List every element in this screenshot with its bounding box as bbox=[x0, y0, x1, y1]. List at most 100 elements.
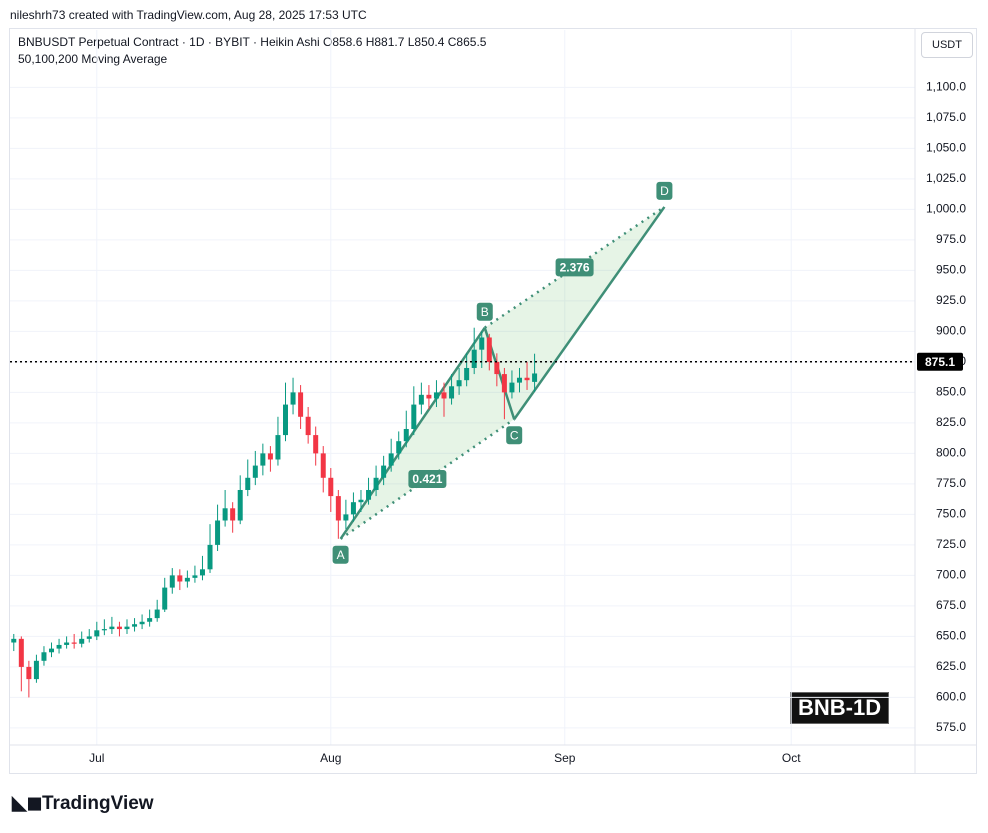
candle-body bbox=[494, 361, 500, 375]
candle-body bbox=[11, 638, 17, 643]
candle-body bbox=[328, 477, 334, 497]
candle-body bbox=[230, 508, 236, 521]
candle-body bbox=[313, 435, 319, 454]
candle-body bbox=[411, 404, 417, 429]
candle-body bbox=[388, 453, 394, 466]
candle-body bbox=[426, 394, 432, 399]
last-price-label: 875.1 bbox=[925, 355, 955, 369]
candle-body bbox=[290, 392, 296, 405]
candle-body bbox=[94, 630, 100, 637]
candle-body bbox=[524, 377, 530, 381]
candle-body bbox=[56, 644, 62, 649]
chart-frame bbox=[9, 28, 977, 774]
x-tick-label: Oct bbox=[782, 751, 801, 765]
y-tick-label: 700.0 bbox=[936, 568, 966, 582]
point-box bbox=[332, 545, 349, 564]
candle-body bbox=[184, 577, 190, 582]
pattern-leg bbox=[513, 206, 666, 420]
candle-body bbox=[139, 621, 145, 625]
point-box bbox=[656, 181, 673, 200]
symbol-line: BNBUSDT Perpetual Contract · 1D · BYBIT … bbox=[18, 35, 487, 49]
candle-body bbox=[215, 520, 221, 545]
brand: ◣◼TradingView bbox=[12, 792, 154, 815]
y-tick-label: 975.0 bbox=[936, 232, 966, 246]
y-tick-label: 800.0 bbox=[936, 446, 966, 460]
candles bbox=[11, 327, 538, 698]
candle-body bbox=[79, 638, 85, 644]
candle-body bbox=[283, 404, 289, 436]
candle-body bbox=[199, 569, 205, 576]
y-tick-label: 925.0 bbox=[936, 293, 966, 307]
candle-body bbox=[154, 609, 160, 619]
candle-body bbox=[18, 638, 24, 667]
candle-body bbox=[260, 453, 266, 466]
candle-body bbox=[486, 337, 492, 362]
credit: nileshrh73 created with TradingView.com,… bbox=[10, 8, 367, 22]
candle-body bbox=[403, 428, 409, 442]
pattern: 0.421 2.376 A B C D bbox=[332, 181, 673, 564]
candle-body bbox=[532, 373, 538, 382]
chart: 575.0 600.0 625.0 650.0 675.0 700.0 725.0 750.0… bbox=[9, 28, 977, 774]
candle-body bbox=[396, 441, 402, 454]
y-tick-label: 900.0 bbox=[936, 324, 966, 338]
y-tick-label: 1,075.0 bbox=[926, 110, 966, 124]
candle-body bbox=[456, 380, 462, 387]
logo: ◣◼ bbox=[12, 793, 43, 814]
candle-body bbox=[366, 489, 372, 500]
candle-body bbox=[381, 465, 387, 478]
candle-body bbox=[373, 477, 379, 490]
candle-body bbox=[441, 392, 447, 399]
y-tick-label: 750.0 bbox=[936, 507, 966, 521]
candle-body bbox=[132, 624, 138, 627]
candle-body bbox=[49, 648, 55, 653]
candle-body bbox=[516, 377, 522, 383]
pattern-leg bbox=[339, 327, 486, 540]
x-tick-label: Aug bbox=[320, 751, 341, 765]
point-label: D bbox=[660, 184, 669, 198]
candle-body bbox=[116, 626, 122, 630]
candle-body bbox=[147, 618, 153, 622]
candle-body bbox=[162, 587, 168, 610]
candle-body bbox=[275, 435, 281, 460]
y-tick-label: 775.0 bbox=[936, 476, 966, 490]
candle-body bbox=[169, 575, 175, 588]
candle-body bbox=[358, 499, 364, 503]
indicator: 50,100,200 Moving Average bbox=[18, 52, 168, 66]
last-price-box bbox=[917, 352, 963, 371]
candle-body bbox=[222, 508, 228, 521]
ratio-box bbox=[408, 470, 447, 489]
candle-body bbox=[86, 636, 92, 639]
ratio-label: 2.376 bbox=[560, 260, 590, 274]
candle-body bbox=[26, 666, 32, 680]
candle-body bbox=[33, 660, 39, 680]
candle-body bbox=[418, 394, 424, 405]
candle-body bbox=[252, 465, 258, 478]
candle-body bbox=[237, 489, 243, 521]
y-tick-label: 650.0 bbox=[936, 629, 966, 643]
y-tick-label: 1,100.0 bbox=[926, 80, 966, 94]
y-tick-label: 575.0 bbox=[936, 720, 966, 734]
candle-body bbox=[479, 337, 485, 350]
candle-body bbox=[207, 544, 213, 570]
point-label: B bbox=[481, 305, 489, 319]
y-tick-label: 1,050.0 bbox=[926, 141, 966, 155]
x-tick-label: Jul bbox=[89, 751, 104, 765]
pattern-fill bbox=[340, 327, 515, 539]
y-tick-label: 825.0 bbox=[936, 415, 966, 429]
pattern-ratio-line bbox=[484, 205, 666, 329]
candle-body bbox=[464, 367, 470, 381]
candle-body bbox=[298, 392, 304, 417]
point-box bbox=[506, 426, 523, 445]
candle-body bbox=[501, 374, 507, 393]
candle-body bbox=[433, 392, 439, 399]
candle-body bbox=[177, 575, 183, 582]
candle-body bbox=[471, 349, 477, 368]
ratio-box bbox=[555, 258, 594, 277]
point-box bbox=[476, 302, 493, 321]
candle-body bbox=[449, 386, 455, 399]
candle-body bbox=[109, 626, 115, 630]
currency-button[interactable]: USDT bbox=[921, 32, 973, 58]
candle-body bbox=[350, 502, 356, 515]
candle-body bbox=[335, 496, 341, 521]
